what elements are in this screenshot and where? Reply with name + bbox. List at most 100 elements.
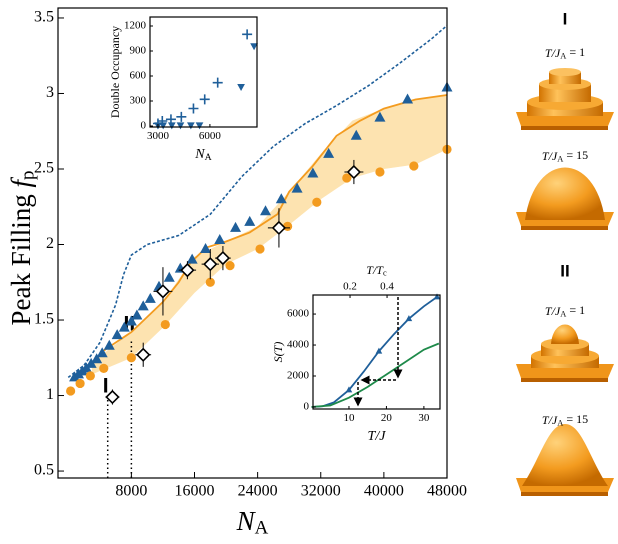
marker: [91, 353, 103, 364]
y-tick-label: 2.5: [34, 160, 54, 177]
symbol: T/J: [542, 149, 558, 163]
x-tick-label: 6000: [199, 130, 222, 142]
label: T/JA = 15: [542, 412, 588, 428]
label: Peak Filling fp: [6, 171, 39, 326]
marker: [131, 309, 143, 320]
marker: [323, 147, 335, 158]
frame: [149, 16, 258, 128]
rest: = 1: [566, 303, 585, 317]
symbol: T/J: [545, 46, 561, 60]
blob: [516, 68, 614, 130]
symbol: T/J: [368, 429, 387, 444]
rest: = 15: [563, 148, 588, 162]
subscript: A: [560, 309, 566, 318]
marker: [260, 205, 272, 216]
y-tick-label: 1: [46, 386, 54, 403]
x-tick-label: 8000: [115, 482, 147, 499]
line: [311, 296, 438, 408]
marker: [136, 347, 151, 362]
marker: [244, 215, 256, 226]
marker: [163, 271, 175, 282]
y-tick-label: 900: [130, 45, 147, 57]
subscript: c: [383, 268, 387, 277]
marker: [242, 29, 253, 40]
y-tick-label: 0.5: [34, 462, 54, 479]
subscript: A: [557, 154, 563, 163]
label: S(T): [271, 342, 285, 363]
y-tick-label: 0: [141, 120, 147, 132]
prefix: Peak Filling: [6, 187, 36, 325]
plot-area: [150, 17, 257, 127]
marker: [405, 315, 413, 322]
y-tick-label: 2000: [287, 370, 310, 382]
marker: [225, 261, 235, 271]
symbol: T/J: [545, 304, 561, 318]
frame: [57, 7, 448, 479]
inset-arrows: [353, 297, 403, 407]
x-tick-label: 20: [381, 412, 393, 424]
marker: [346, 164, 362, 180]
marker: [199, 94, 210, 105]
annotation: I: [103, 375, 109, 398]
y-tick-label: 300: [130, 95, 147, 107]
marker: [402, 93, 414, 104]
band: [91, 94, 447, 375]
frame: [312, 294, 441, 410]
marker: [160, 319, 170, 330]
symbol: N: [194, 147, 205, 162]
y-tick-label: 1.5: [34, 311, 54, 328]
panel-label: I: [563, 9, 568, 28]
marker: [103, 339, 115, 350]
marker: [159, 122, 168, 130]
marker: [111, 329, 123, 340]
marker: [155, 284, 171, 299]
x-tick-label: 3000: [147, 130, 170, 142]
x-tick-label: 24000: [238, 482, 278, 499]
chart: 10 20 30 0 2000 4000 6000 0.2 0.4 T/Tc T/J S(T): [271, 263, 441, 444]
y-tick-label: 3: [46, 84, 54, 101]
x-tick-label: 40000: [364, 482, 404, 499]
label: T/JA = 1: [545, 45, 585, 61]
label: T/J: [368, 429, 387, 444]
subscript: A: [557, 418, 563, 427]
marker: [409, 161, 419, 171]
marker: [345, 386, 353, 393]
label: NA: [236, 506, 269, 539]
marker: [118, 321, 130, 332]
marker: [433, 293, 441, 300]
marker: [195, 122, 204, 130]
marker: [99, 363, 109, 373]
label: T/Tc: [366, 263, 387, 278]
marker: [275, 193, 287, 204]
marker: [250, 43, 258, 51]
marker: [203, 257, 218, 272]
marker: [214, 233, 226, 244]
blob: [516, 324, 614, 382]
marker: [230, 221, 242, 232]
marker: [96, 347, 108, 358]
y-tick-label: 2: [46, 235, 54, 252]
marker: [291, 182, 303, 193]
marker: [350, 129, 362, 140]
subscript: A: [560, 51, 566, 60]
marker: [205, 277, 215, 287]
subscript: p: [18, 171, 39, 180]
marker: [237, 84, 245, 92]
line: [311, 342, 440, 408]
marker: [66, 386, 76, 396]
marker: [167, 122, 176, 130]
blob: [516, 167, 614, 230]
marker: [176, 122, 185, 130]
y-tick-label: 1200: [124, 20, 147, 32]
x-tick-label: 32000: [301, 482, 341, 499]
marker: [188, 103, 199, 114]
y-tick-label: 6000: [287, 308, 310, 320]
marker: [307, 167, 319, 178]
marker: [215, 250, 231, 266]
y-tick-label: 600: [130, 70, 147, 82]
marker: [342, 173, 352, 183]
marker: [374, 111, 386, 122]
symbol: T/T: [366, 263, 384, 277]
